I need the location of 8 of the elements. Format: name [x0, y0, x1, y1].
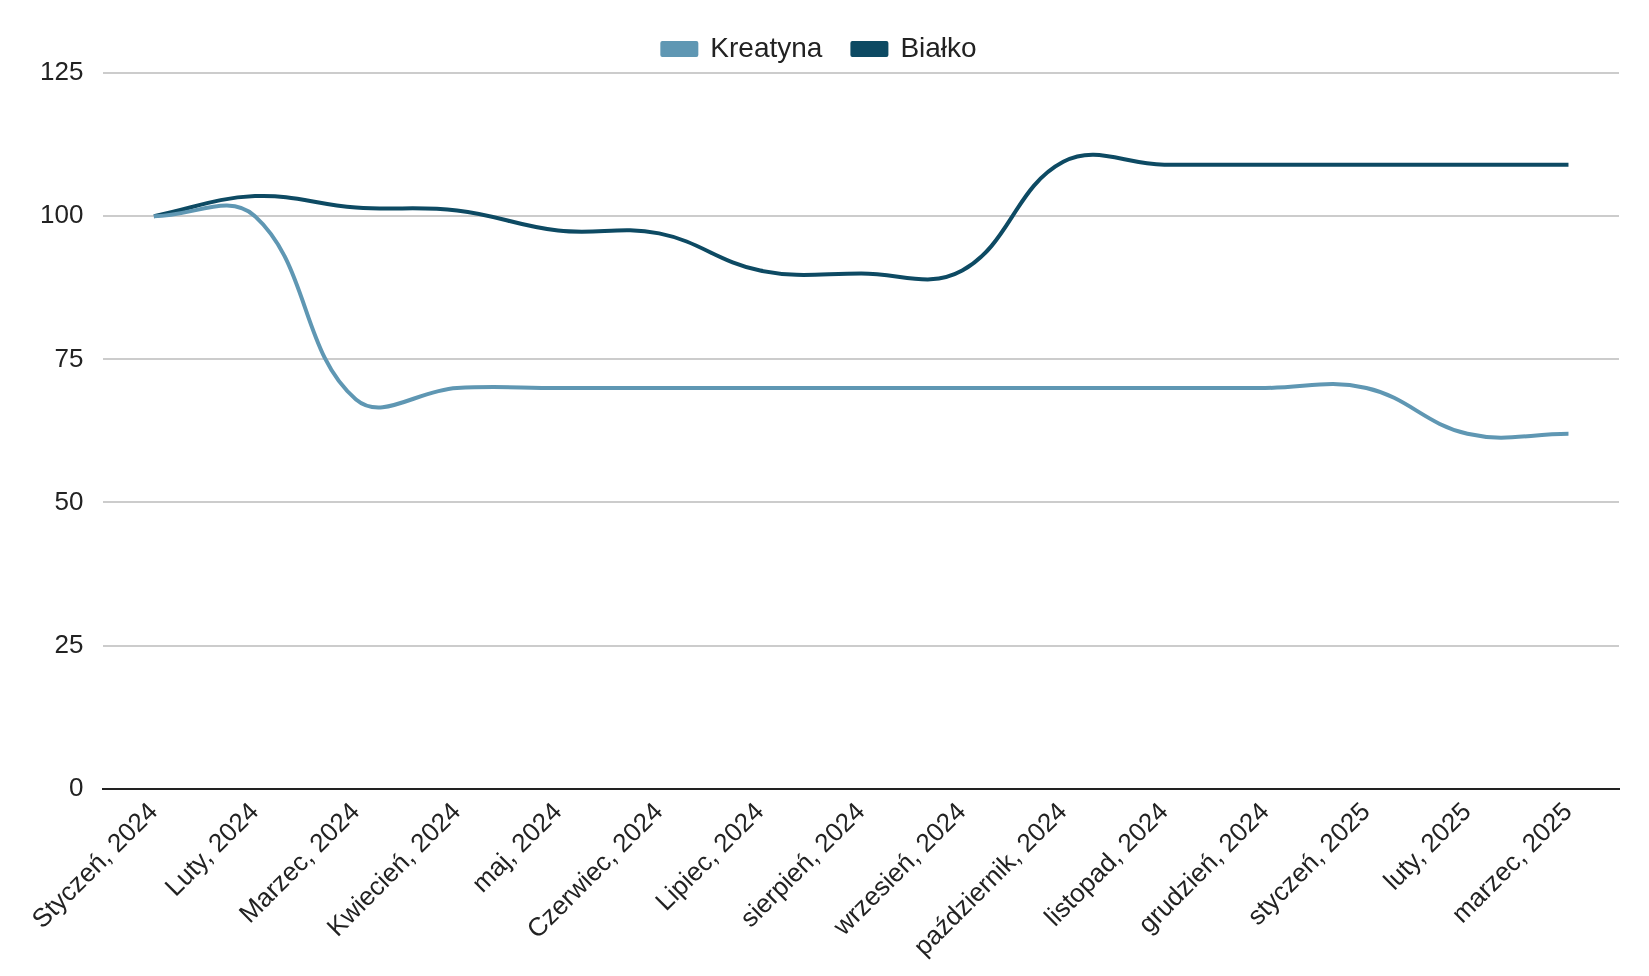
y-tick-label: 25 [54, 628, 84, 659]
legend-label: Kreatyna [710, 31, 823, 63]
y-tick-label: 75 [54, 342, 84, 373]
legend-label: Białko [900, 31, 977, 63]
y-tick-label: 100 [39, 199, 84, 230]
y-tick-label: 50 [54, 485, 84, 516]
y-tick-label: 125 [39, 56, 84, 87]
y-tick-label: 0 [68, 772, 84, 802]
